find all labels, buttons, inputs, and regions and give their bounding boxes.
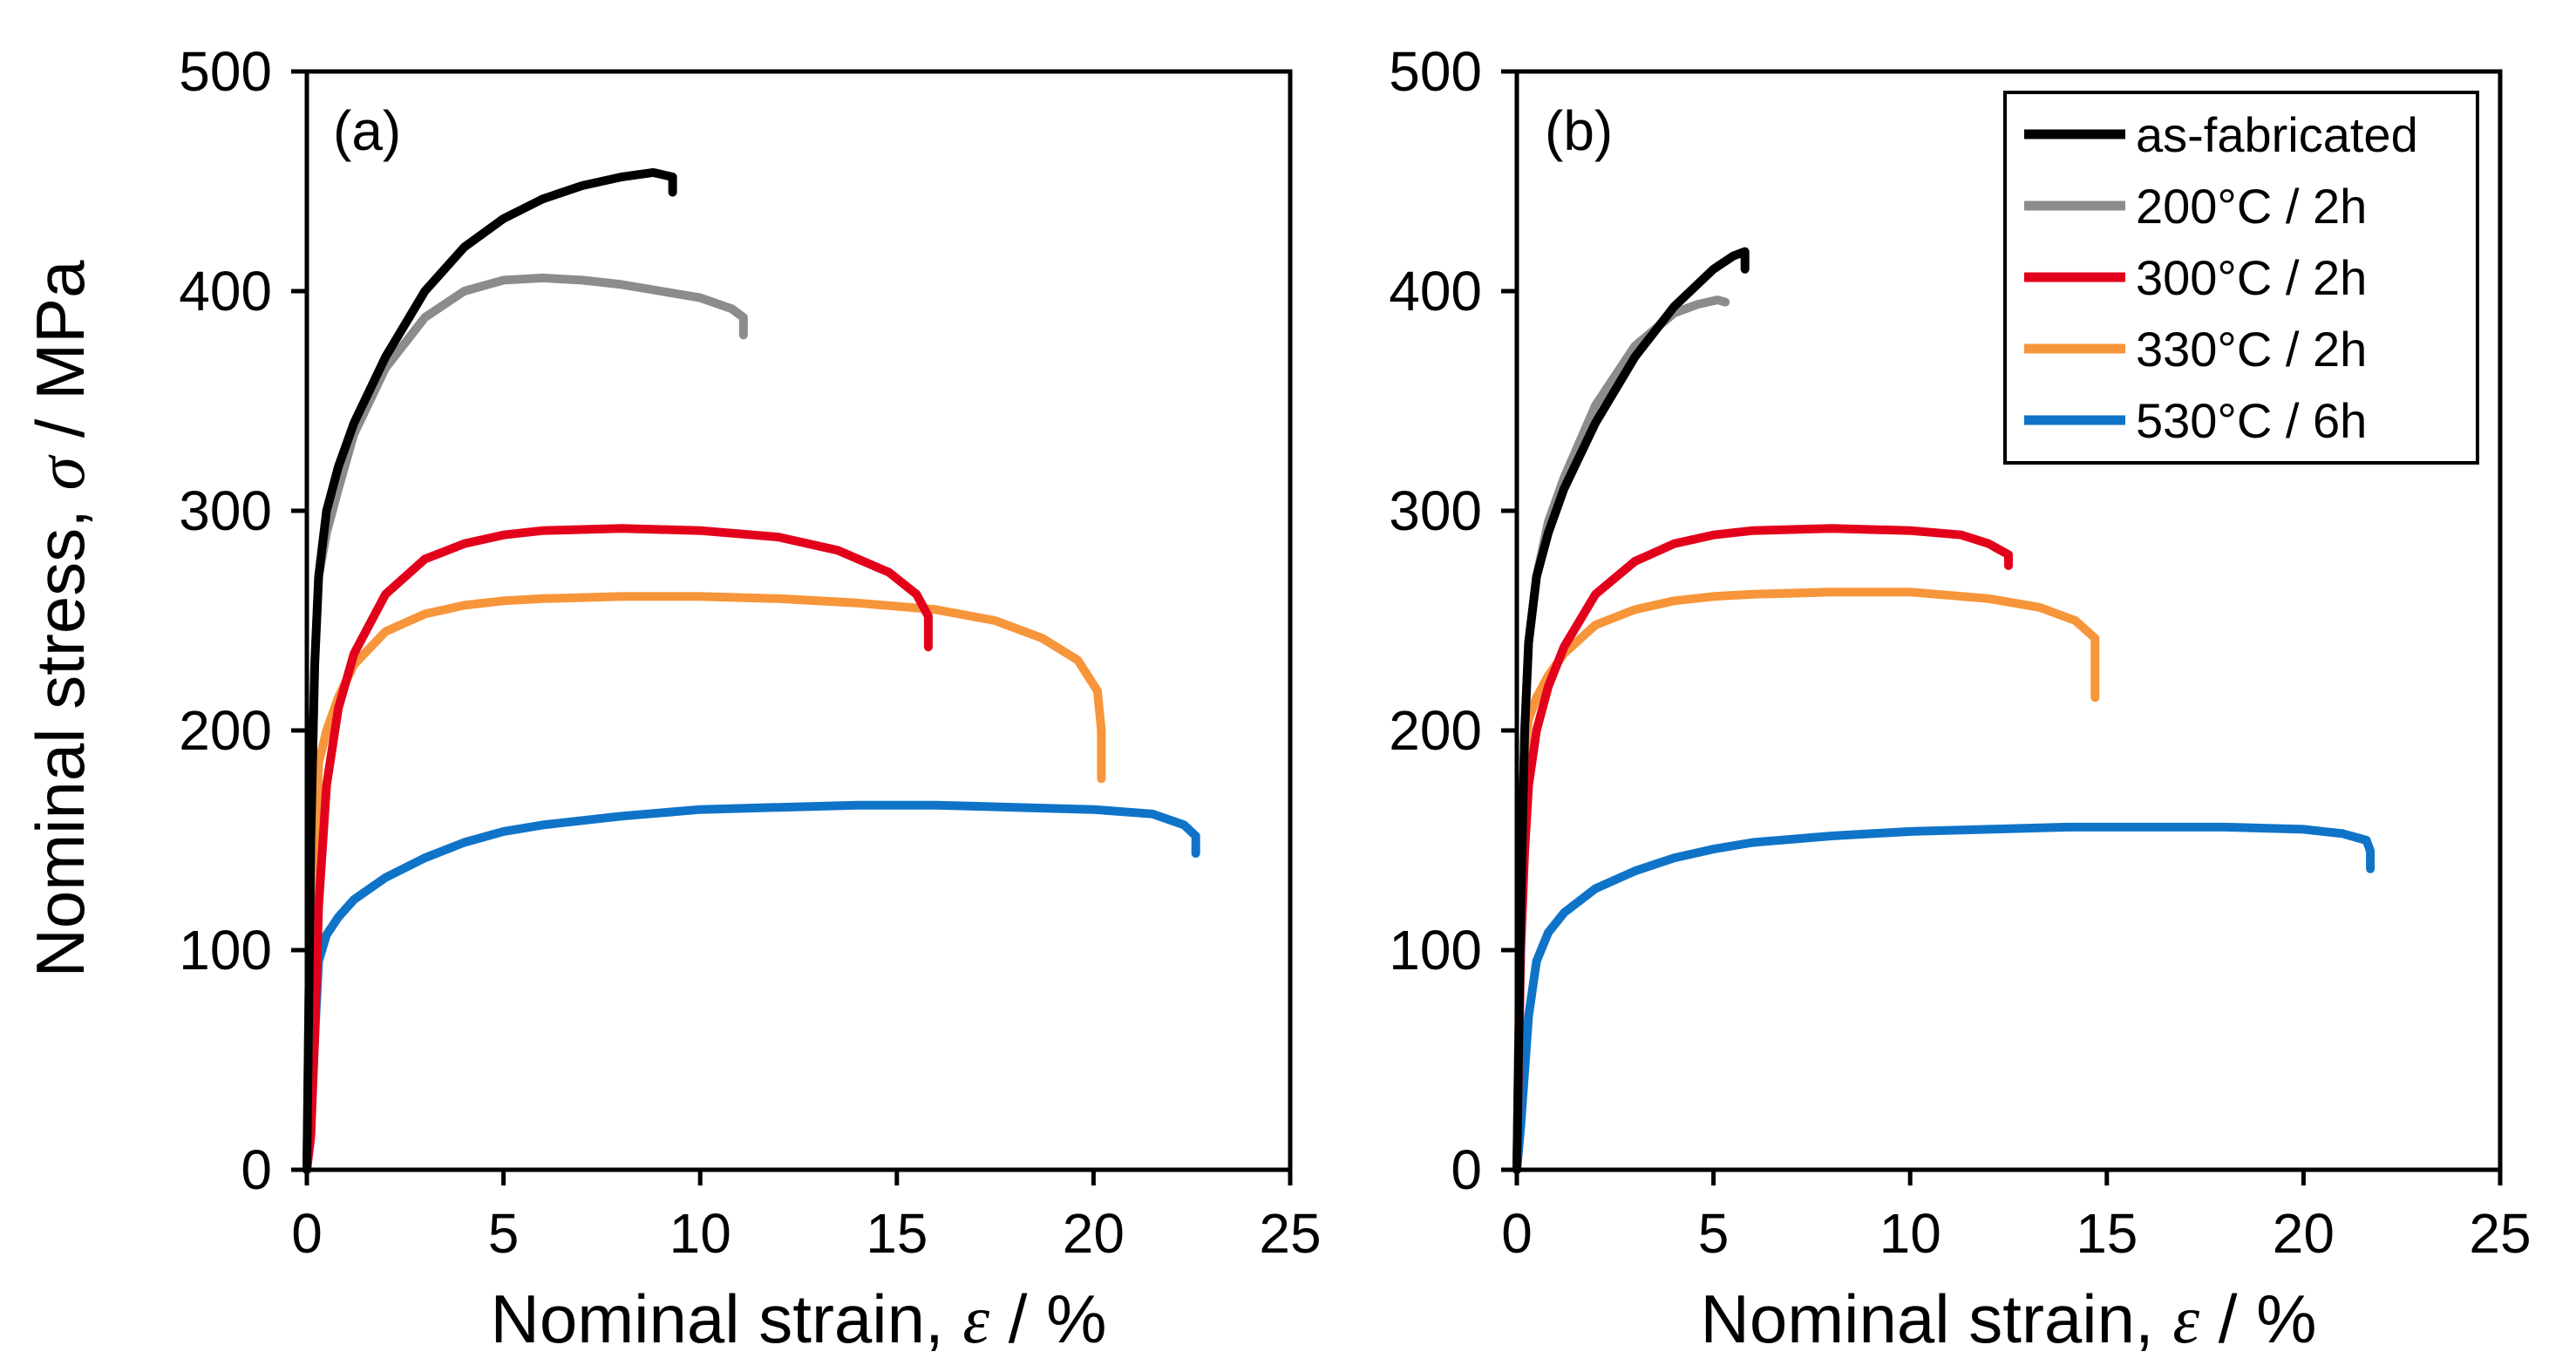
panel-b-series-300c-2h (1512, 524, 2013, 1174)
panel-b-x-tick-label: 20 (2273, 1202, 2335, 1265)
y-axis-title-prefix: Nominal stress, (22, 490, 99, 977)
panel-b-tick-layer: 0 5 10 15 20 25 0 100 200 300 400 500 (1389, 40, 2531, 1265)
panel-b-series-as-fabricated (1512, 247, 1750, 1174)
panel-b-series-200c-2h (1512, 295, 1730, 1174)
panel-b: 0 5 10 15 20 25 0 100 200 300 400 500 (b) Nominal s… (1389, 40, 2531, 1357)
panel-a-x-tick-label: 15 (866, 1202, 928, 1265)
panel-b-x-axis-title-symbol: ε (2172, 1281, 2199, 1357)
y-axis-title-suffix: / MPa (22, 260, 99, 457)
legend-label-330c-2h: 330°C / 2h (2136, 322, 2367, 377)
panel-a-series-as-fabricated (302, 167, 677, 1174)
panel-a-y-tick-label: 200 (179, 699, 272, 762)
panel-b-x-tick-label: 15 (2076, 1202, 2138, 1265)
legend-label-200c-2h: 200°C / 2h (2136, 179, 2367, 234)
panel-a-series-200c-2h (302, 273, 748, 1174)
panel-a-x-tick-label: 5 (488, 1202, 520, 1265)
panel-b-y-tick-label: 0 (1451, 1138, 1482, 1201)
panel-a-series-530c-6h (302, 800, 1200, 1174)
panel-a-x-tick-label: 0 (291, 1202, 323, 1265)
panel-b-y-tick-label: 500 (1389, 40, 1482, 103)
panel-b-x-axis-title-suffix: / % (2199, 1280, 2316, 1357)
panel-b-label: (b) (1545, 99, 1613, 162)
panel-a-x-axis-title-symbol: ε (962, 1281, 989, 1357)
panel-a-x-axis-title: Nominal strain, ε / % (491, 1280, 1107, 1357)
panel-a-series-layer (302, 167, 1200, 1174)
legend-label-300c-2h: 300°C / 2h (2136, 250, 2367, 305)
panel-b-y-tick-label: 300 (1389, 479, 1482, 542)
panel-a-label: (a) (333, 99, 401, 162)
panel-b-series-layer (1512, 247, 2375, 1174)
panel-a-x-tick-label: 25 (1259, 1202, 1321, 1265)
panel-b-x-axis-title-prefix: Nominal strain, (1701, 1280, 2173, 1357)
panel-a-y-tick-label: 500 (179, 40, 272, 103)
panel-b-plot-frame (1514, 69, 2503, 1172)
panel-b-x-tick-label: 25 (2469, 1202, 2531, 1265)
legend: as-fabricated 200°C / 2h 300°C / 2h 330°C /… (2003, 91, 2479, 465)
panel-b-x-tick-label: 0 (1501, 1202, 1533, 1265)
legend-label-530c-6h: 530°C / 6h (2136, 393, 2367, 448)
panel-a-x-tick-label: 20 (1063, 1202, 1125, 1265)
panel-a-y-tick-label: 100 (179, 919, 272, 981)
panel-a-plot-frame (304, 69, 1293, 1172)
panel-a-x-tick-label: 10 (669, 1202, 731, 1265)
legend-label-as-fabricated: as-fabricated (2136, 107, 2418, 162)
panel-a-series-330c-2h (302, 592, 1106, 1174)
panel-a-y-tick-label: 0 (241, 1138, 272, 1201)
panel-b-x-tick-label: 10 (1879, 1202, 1941, 1265)
y-axis-title: Nominal stress, σ / MPa (22, 260, 99, 978)
panel-b-y-tick-label: 200 (1389, 699, 1482, 762)
panel-a-x-axis-title-prefix: Nominal strain, (491, 1280, 963, 1357)
y-axis-title-symbol: σ (23, 454, 99, 490)
panel-a-series-300c-2h (302, 524, 933, 1174)
legend-items: as-fabricated 200°C / 2h 300°C / 2h 330°C /… (2024, 107, 2418, 448)
panel-b-y-tick-label: 100 (1389, 919, 1482, 981)
panel-b-series-530c-6h (1512, 822, 2375, 1174)
panel-b-y-tick-label: 400 (1389, 260, 1482, 323)
panel-b-x-axis-title: Nominal strain, ε / % (1701, 1280, 2317, 1357)
panel-a: 0 5 10 15 20 25 0 100 200 300 400 500 (a) Nominal s… (179, 40, 1321, 1357)
panel-a-tick-layer: 0 5 10 15 20 25 0 100 200 300 400 500 (179, 40, 1321, 1265)
panel-a-y-tick-label: 300 (179, 479, 272, 542)
panel-b-x-tick-label: 5 (1698, 1202, 1730, 1265)
panel-a-y-tick-label: 400 (179, 260, 272, 323)
panel-a-x-axis-title-suffix: / % (989, 1280, 1106, 1357)
